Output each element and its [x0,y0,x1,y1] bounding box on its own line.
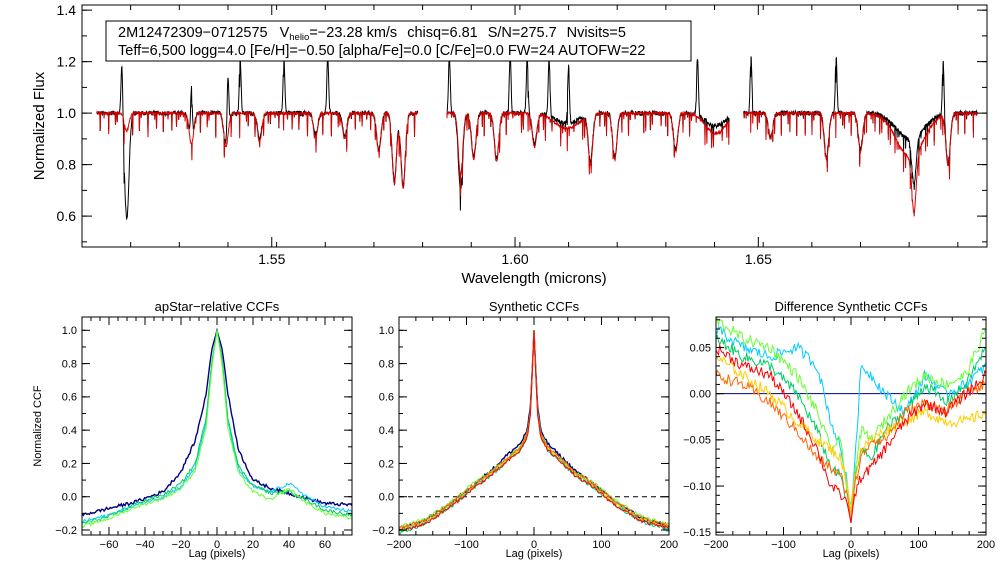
title-snr: S/N=275.7 [488,25,557,41]
y-tick-label: 1.0 [379,325,394,337]
ccf-series-visit-4 [715,356,987,514]
model-spectrum-chip-3 [743,110,978,217]
title-v-value: =−23.28 km/s [309,25,397,41]
x-tick-label: −20 [172,539,191,551]
x-tick-label: 0 [214,539,220,551]
synthetic-x-label: Lag (pixels) [506,548,563,560]
y-tick-label: 1.2 [57,54,77,70]
x-tick-label: 1.60 [501,251,528,267]
x-tick-label: 0 [848,539,854,551]
y-tick-label: 1.4 [57,2,77,18]
x-tick-label: 100 [909,539,927,551]
title-line-2: Teff=6,500 logg=4.0 [Fe/H]=−0.50 [alpha/… [118,43,645,59]
x-tick-label: 0 [531,539,537,551]
y-tick-label: −0.2 [372,525,394,537]
x-tick-label: 1.65 [745,251,772,267]
x-tick-label: 200 [660,539,678,551]
title-nvisits: Nvisits=5 [567,25,626,41]
y-tick-label: 0.2 [62,458,77,470]
y-tick-label: 0.4 [379,425,394,437]
x-tick-label: −200 [704,539,729,551]
synthetic-ccf-plot-area [398,330,670,536]
apstar-y-label: Normalized CCF [32,385,44,467]
y-tick-label: 0.0 [379,492,394,504]
x-tick-label: 200 [977,539,995,551]
y-tick-label: −0.2 [55,525,77,537]
y-tick-label: 0.6 [57,208,77,224]
difference-x-label: Lag (pixels) [823,548,880,560]
x-tick-label: 100 [592,539,610,551]
title-chisq: chisq=6.81 [407,25,478,41]
spectrum-panel: 1.55 1.60 1.65 0.6 0.8 1.0 1.2 1.4 2M12472309−0… [31,2,988,287]
spectrum-y-label: Normalized Flux [31,71,48,180]
y-tick-label: −0.10 [683,481,711,493]
title-star-id: 2M12472309−0712575 [118,25,268,41]
y-tick-label: 1.0 [62,325,77,337]
apstar-ccf-title: apStar−relative CCFs [155,299,280,314]
y-tick-label: 0.6 [62,392,77,404]
synthetic-ccf-panel: Synthetic CCFs −200 −100 0 100 200 −0.2 0.0 0.2… [372,299,678,560]
ccf-series-visit-6 [398,330,670,532]
x-tick-label: −100 [771,539,796,551]
y-tick-label: 0.8 [62,358,77,370]
synthetic-ccf-title: Synthetic CCFs [489,299,580,314]
y-tick-label: 0.8 [379,358,394,370]
x-tick-label: 60 [319,539,331,551]
title-v-subscript: helio [289,32,309,43]
model-spectrum-chip-2 [446,110,730,197]
y-tick-label: 0.00 [690,389,711,401]
spectrum-x-label: Wavelength (microns) [461,270,606,287]
x-tick-label: −60 [100,539,119,551]
y-tick-label: 0.6 [379,392,394,404]
apstar-ccf-plot-area [81,327,353,528]
x-tick-label: −100 [454,539,479,551]
synthetic-ccf-ticks: −200 −100 0 100 200 −0.2 0.0 0.2 0.4 0.6 0.8 1.0 [372,317,678,551]
x-tick-label: −200 [387,539,412,551]
title-line-1: 2M12472309−0712575 Vhelio=−23.28 km/s chis… [118,25,626,43]
spectrum-ticks: 1.55 1.60 1.65 0.6 0.8 1.0 1.2 1.4 [57,2,987,267]
apstar-x-label: Lag (pixels) [189,548,246,560]
y-tick-label: 0.0 [62,492,77,504]
title-box-frame [105,20,692,62]
y-tick-label: 0.05 [690,342,711,354]
y-tick-label: −0.05 [683,435,711,447]
difference-ccf-panel: Difference Synthetic CCFs −200 −100 0 100 20… [683,299,995,560]
title-v-prefix: V [280,25,290,41]
y-tick-label: 0.2 [379,458,394,470]
y-tick-label: 1.0 [57,105,77,121]
apstar-ccf-ticks: −60 −40 −20 0 20 40 60 −0.2 0.0 0.2 0.4 0.6 0.8 1.0 [55,317,353,551]
difference-ccf-ticks: −200 −100 0 100 200 −0.15 −0.10 −0.05 0.00 0.05 [683,317,995,551]
spectrum-title-box: 2M12472309−0712575 Vhelio=−23.28 km/s chis… [105,20,692,62]
ccf-series-visit-3 [81,330,352,528]
x-tick-label: 20 [247,539,259,551]
model-spectrum-chip-1 [96,110,419,189]
ccf-series-visit-3 [715,316,987,505]
difference-ccf-plot-area [715,316,987,524]
x-tick-label: 1.55 [258,251,285,267]
spectrum-axes-frame [81,4,988,248]
y-tick-label: 0.4 [62,425,77,437]
spectrum-plot-area [96,55,978,220]
apstar-ccf-panel: apStar−relative CCFs −60 −40 −20 0 20 40 60 −0.… [32,299,353,560]
difference-ccf-title: Difference Synthetic CCFs [775,299,928,314]
ccf-series-visit-6 [715,344,987,524]
y-tick-label: −0.15 [683,527,711,539]
x-tick-label: −40 [136,539,155,551]
y-tick-label: 0.8 [57,157,77,173]
x-tick-label: 40 [283,539,295,551]
